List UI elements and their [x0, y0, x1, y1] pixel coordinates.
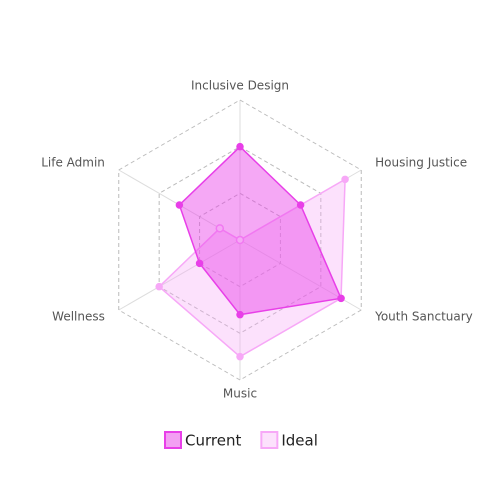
series-point [175, 201, 184, 209]
legend-swatch[interactable] [164, 431, 182, 449]
category-label: Music [223, 387, 257, 401]
category-label: Wellness [52, 310, 105, 324]
series-point [337, 294, 345, 303]
grid-ring [199, 192, 281, 288]
series-point [236, 352, 244, 361]
spoke [118, 239, 241, 311]
category-label: Housing Justice [375, 156, 467, 170]
legend-swatch[interactable] [260, 431, 279, 449]
series-point [341, 175, 349, 184]
series-point [236, 142, 244, 151]
legend-label[interactable]: Ideal [281, 432, 318, 450]
category-label: Youth Sanctuary [374, 310, 473, 324]
series-point [195, 259, 204, 268]
series-point [236, 310, 244, 319]
series-point [235, 235, 245, 245]
category-label: Life Admin [41, 156, 105, 170]
series-point [296, 201, 305, 209]
legend-label[interactable]: Current [185, 432, 241, 450]
category-label: Inclusive Design [191, 79, 289, 93]
series-point [215, 224, 225, 233]
grid-ring [118, 99, 362, 381]
series-point [155, 282, 163, 291]
